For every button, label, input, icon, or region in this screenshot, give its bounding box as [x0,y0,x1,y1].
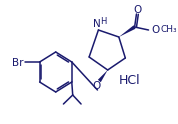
Text: O: O [133,5,142,15]
Text: O: O [92,81,101,91]
Text: N: N [93,19,100,29]
Text: Br: Br [12,58,23,67]
Text: CH₃: CH₃ [161,26,177,34]
Text: HCl: HCl [119,74,141,87]
Text: H: H [100,17,106,27]
Polygon shape [98,70,108,82]
Text: O: O [151,25,159,35]
Polygon shape [119,25,136,37]
